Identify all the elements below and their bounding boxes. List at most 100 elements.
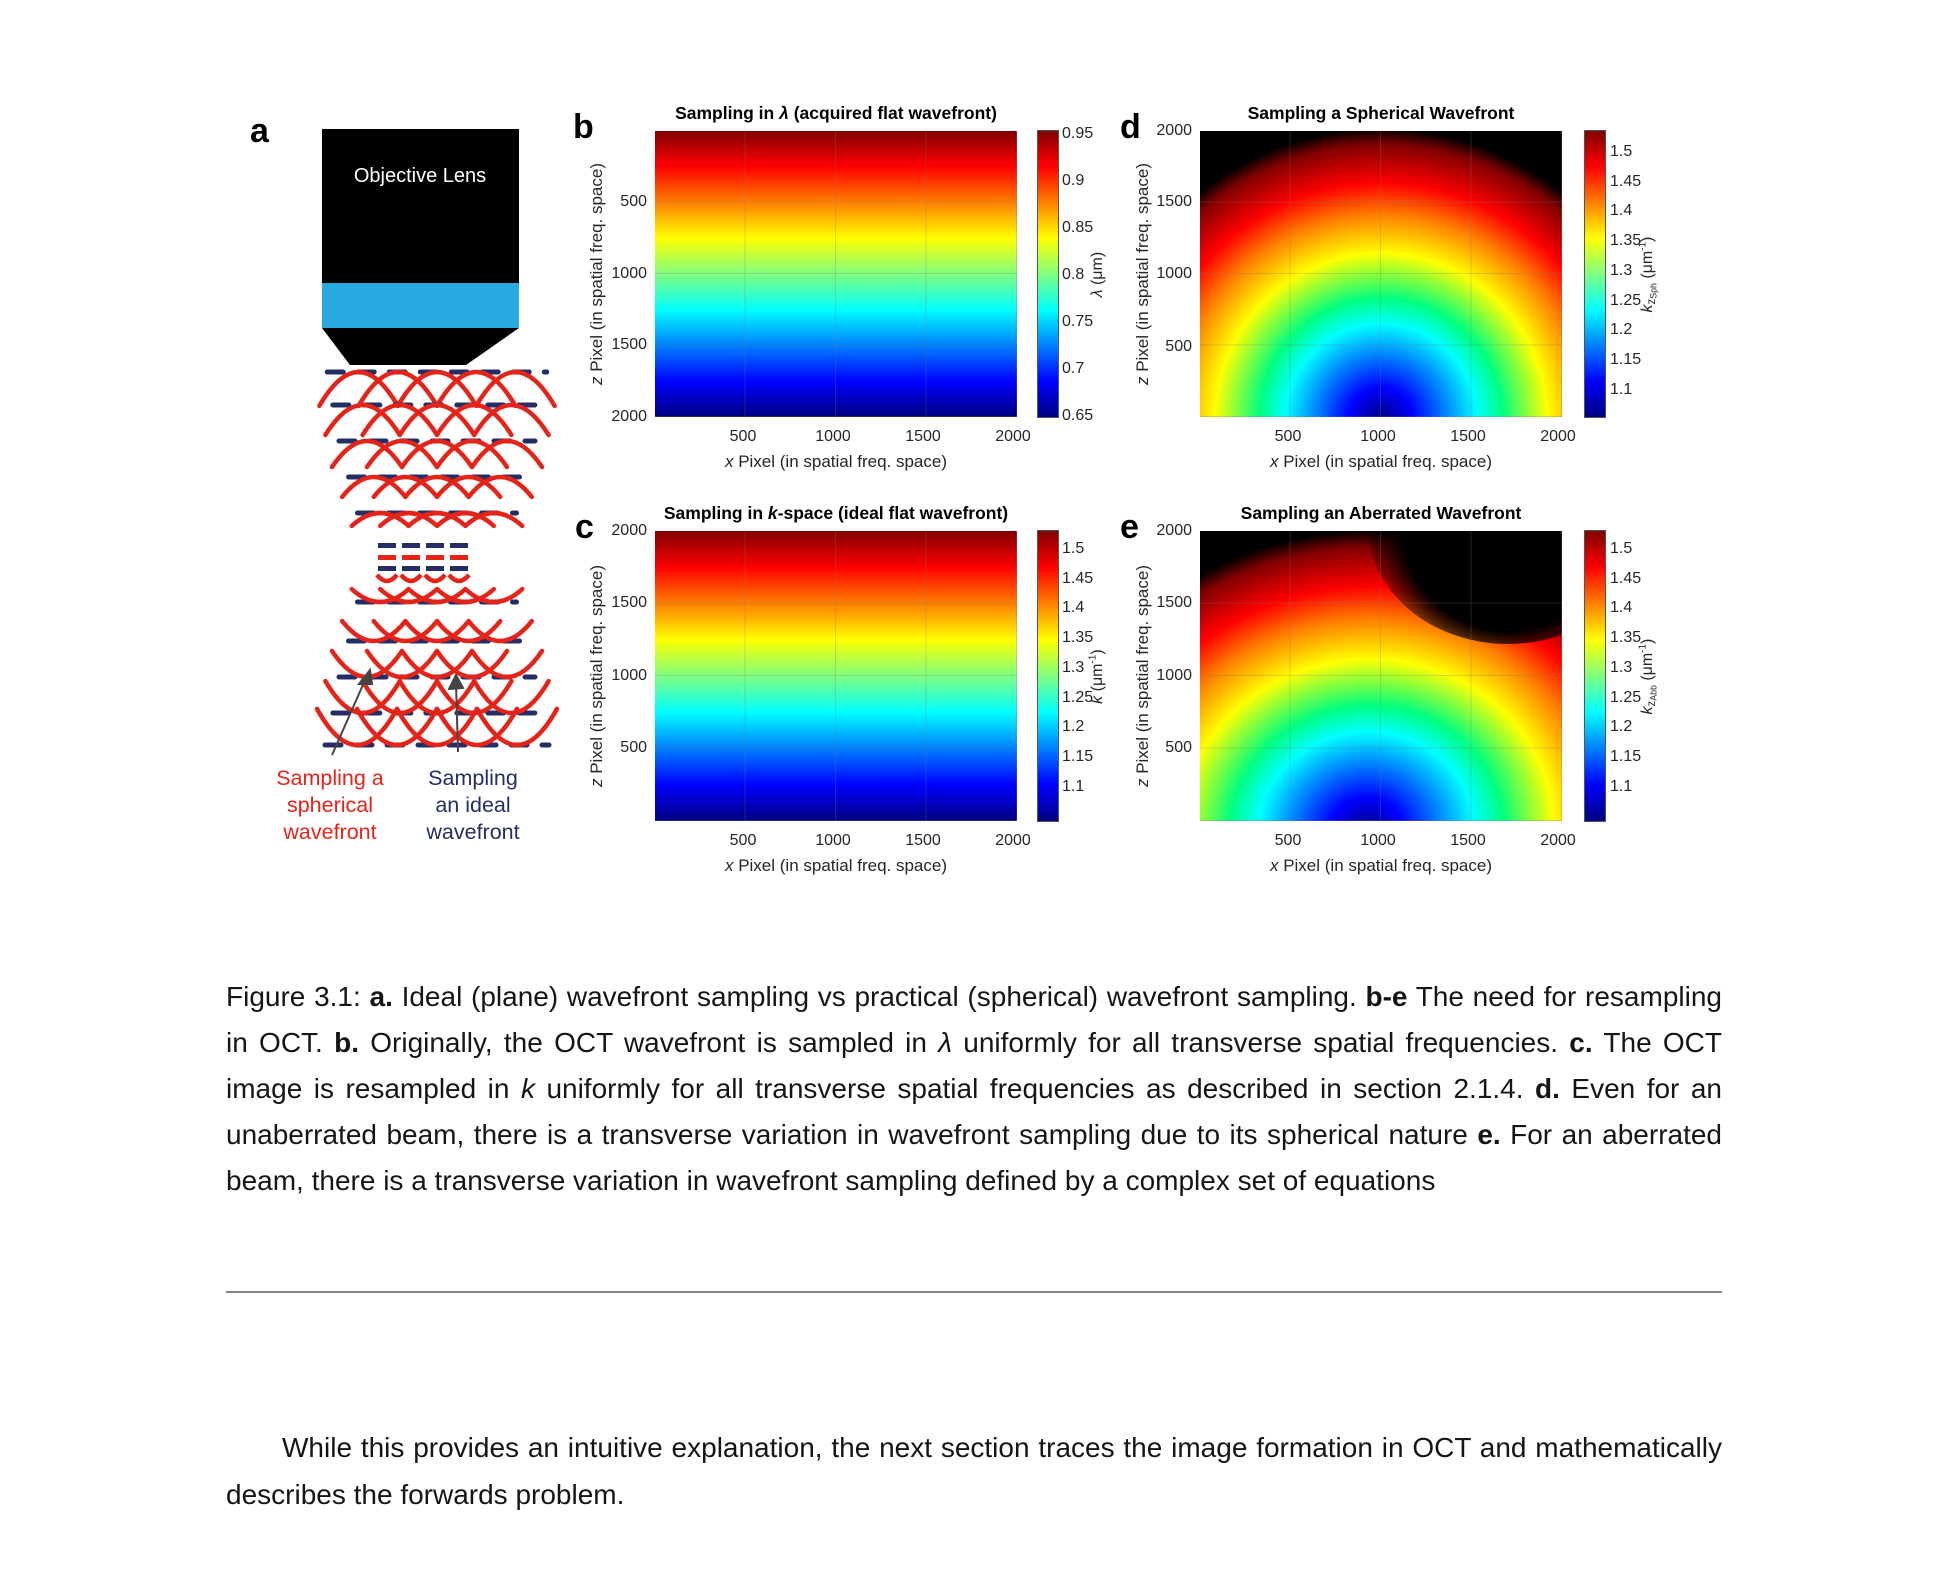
panel-c-cbtick: 1.5: [1062, 540, 1085, 557]
lens-label: Objective Lens: [354, 165, 486, 187]
panel-b-cbtick: 0.7: [1062, 360, 1085, 377]
wavefront-rows-below: [317, 587, 557, 745]
panel-d-cbtick: 1.3: [1610, 262, 1633, 279]
panel-e-label: e: [1120, 508, 1139, 546]
panel-d-grid: [1200, 131, 1562, 417]
panel-b-ytick: 1000: [611, 265, 647, 282]
panel-b-cbtick: 0.8: [1062, 266, 1085, 283]
panel-c-cbtick: 1.15: [1062, 748, 1094, 765]
panel-b-colorbar-label: λ (μm): [1088, 251, 1106, 298]
wavefront-rows-above: [319, 372, 554, 528]
panel-e-ytick: 500: [1165, 739, 1192, 756]
panel-c-heatmap: [655, 531, 1017, 821]
panel-e-cbtick: 1.15: [1610, 748, 1642, 765]
panel-d-heatmap: [1200, 131, 1562, 417]
panel-d-cbtick: 1.4: [1610, 202, 1633, 219]
panel-c-cbtick: 1.2: [1062, 718, 1085, 735]
panel-b-label: b: [573, 108, 594, 146]
panel-c-cbtick: 1.35: [1062, 629, 1094, 646]
panel-e-xtick: 1500: [1450, 832, 1486, 849]
panel-d-cbtick: 1.2: [1610, 321, 1633, 338]
figure-caption: Figure 3.1: a. Ideal (plane) wavefront s…: [226, 981, 1723, 1196]
panel-d-ytick: 2000: [1156, 122, 1192, 139]
panel-c-cbtick: 1.1: [1062, 778, 1085, 795]
panel-e-cbtick: 1.5: [1610, 540, 1633, 557]
panel-c-ytick: 2000: [611, 522, 647, 539]
panel-d-cbtick: 1.45: [1610, 173, 1642, 190]
body-paragraph: While this provides an intuitive explana…: [226, 1432, 1722, 1510]
panel-c-ytick: 500: [620, 739, 647, 756]
panel-d-ytick: 1500: [1156, 193, 1192, 210]
panel-b-colorbar: [1037, 130, 1059, 418]
lens-glass: [322, 283, 519, 328]
panel-e-cbtick: 1.4: [1610, 599, 1633, 616]
panel-e-cbtick: 1.25: [1610, 689, 1642, 706]
panel-d-cbtick: 1.5: [1610, 143, 1633, 160]
panel-c-cbtick: 1.25: [1062, 689, 1094, 706]
panel-d-xtick: 1000: [1360, 428, 1396, 445]
panel-c-grid: [655, 531, 1017, 821]
panel-b-ylabel: z Pixel (in spatial freq. space): [587, 162, 606, 386]
panel-b-cbtick: 0.75: [1062, 313, 1094, 330]
annotation-arrows: [331, 667, 465, 756]
lens-body: [322, 129, 519, 283]
panel-c-cbtick: 1.3: [1062, 659, 1085, 676]
panel-e-cbtick: 1.35: [1610, 629, 1642, 646]
panel-e-ytick: 1000: [1156, 667, 1192, 684]
panel-b-cbtick: 0.9: [1062, 172, 1085, 189]
panel-b-xtick: 1500: [905, 428, 941, 445]
panel-b-xtick: 1000: [815, 428, 851, 445]
panel-c-cbtick: 1.4: [1062, 599, 1085, 616]
panel-b-xtick: 2000: [995, 428, 1031, 445]
panel-c-colorbar-label: k (μm-1): [1087, 649, 1106, 704]
panel-e-xlabel: x Pixel (in spatial freq. space): [1269, 856, 1493, 875]
panel-e-title: Sampling an Aberrated Wavefront: [1240, 503, 1522, 523]
panel-b-ytick: 500: [620, 193, 647, 210]
panel-c-ytick: 1500: [611, 594, 647, 611]
objective-lens-diagram: Objective Lens: [255, 129, 570, 756]
panel-c-colorbar: [1037, 530, 1059, 822]
panel-d-xtick: 1500: [1450, 428, 1486, 445]
panel-e-cbtick: 1.2: [1610, 718, 1633, 735]
focus-dashes: [376, 543, 470, 582]
panel-c-ytick: 1000: [611, 667, 647, 684]
panel-d-ytick: 500: [1165, 338, 1192, 355]
panel-b-grid: [655, 131, 1017, 417]
panel-e-ytick: 2000: [1156, 522, 1192, 539]
panel-e-xtick: 1000: [1360, 832, 1396, 849]
panel-d-cbtick: 1.1: [1610, 381, 1633, 398]
panel-b-xtick: 500: [729, 428, 757, 445]
panel-b-cbtick: 0.85: [1062, 219, 1094, 236]
panel-b-heatmap: [655, 131, 1017, 417]
panel-e-cbtick: 1.1: [1610, 778, 1633, 795]
panel-d-colorbar: [1584, 130, 1606, 418]
panel-e-ytick: 1500: [1156, 594, 1192, 611]
aberrated-wavefront-gradient: [1200, 531, 1562, 821]
panel-c-label: c: [575, 508, 594, 546]
panel-e-cbtick: 1.3: [1610, 659, 1633, 676]
legend-ideal-wavefront: Sampling an ideal wavefront: [426, 766, 520, 844]
panel-e-xtick: 2000: [1540, 832, 1576, 849]
panel-d-title: Sampling a Spherical Wavefront: [1247, 103, 1515, 123]
panel-d-label: d: [1120, 108, 1141, 146]
panel-b-cbtick: 0.65: [1062, 407, 1094, 424]
panel-c-xlabel: x Pixel (in spatial freq. space): [724, 856, 948, 875]
panel-d-cbtick: 1.25: [1610, 292, 1642, 309]
panel-e-colorbar: [1584, 530, 1606, 822]
panel-d-ytick: 1000: [1156, 265, 1192, 282]
panel-c-cbtick: 1.45: [1062, 570, 1094, 587]
legend-spherical-wavefront: Sampling a spherical wavefront: [276, 766, 384, 844]
panel-a-label: a: [250, 112, 269, 150]
panel-b-title: Sampling in λ (acquired flat wavefront): [675, 103, 997, 123]
panel-d-xtick: 500: [1274, 428, 1302, 445]
panel-b-ytick: 2000: [611, 408, 647, 425]
panel-b-xlabel: x Pixel (in spatial freq. space): [724, 452, 948, 471]
panel-c-xtick: 1500: [905, 832, 941, 849]
panel-c-xtick: 2000: [995, 832, 1031, 849]
panel-d-cbtick: 1.15: [1610, 351, 1642, 368]
panel-e-heatmap: [1200, 531, 1562, 821]
panel-e-ylabel: z Pixel (in spatial freq. space): [1133, 564, 1152, 788]
panel-d-cbtick: 1.35: [1610, 232, 1642, 249]
panel-b-ytick: 1500: [611, 336, 647, 353]
